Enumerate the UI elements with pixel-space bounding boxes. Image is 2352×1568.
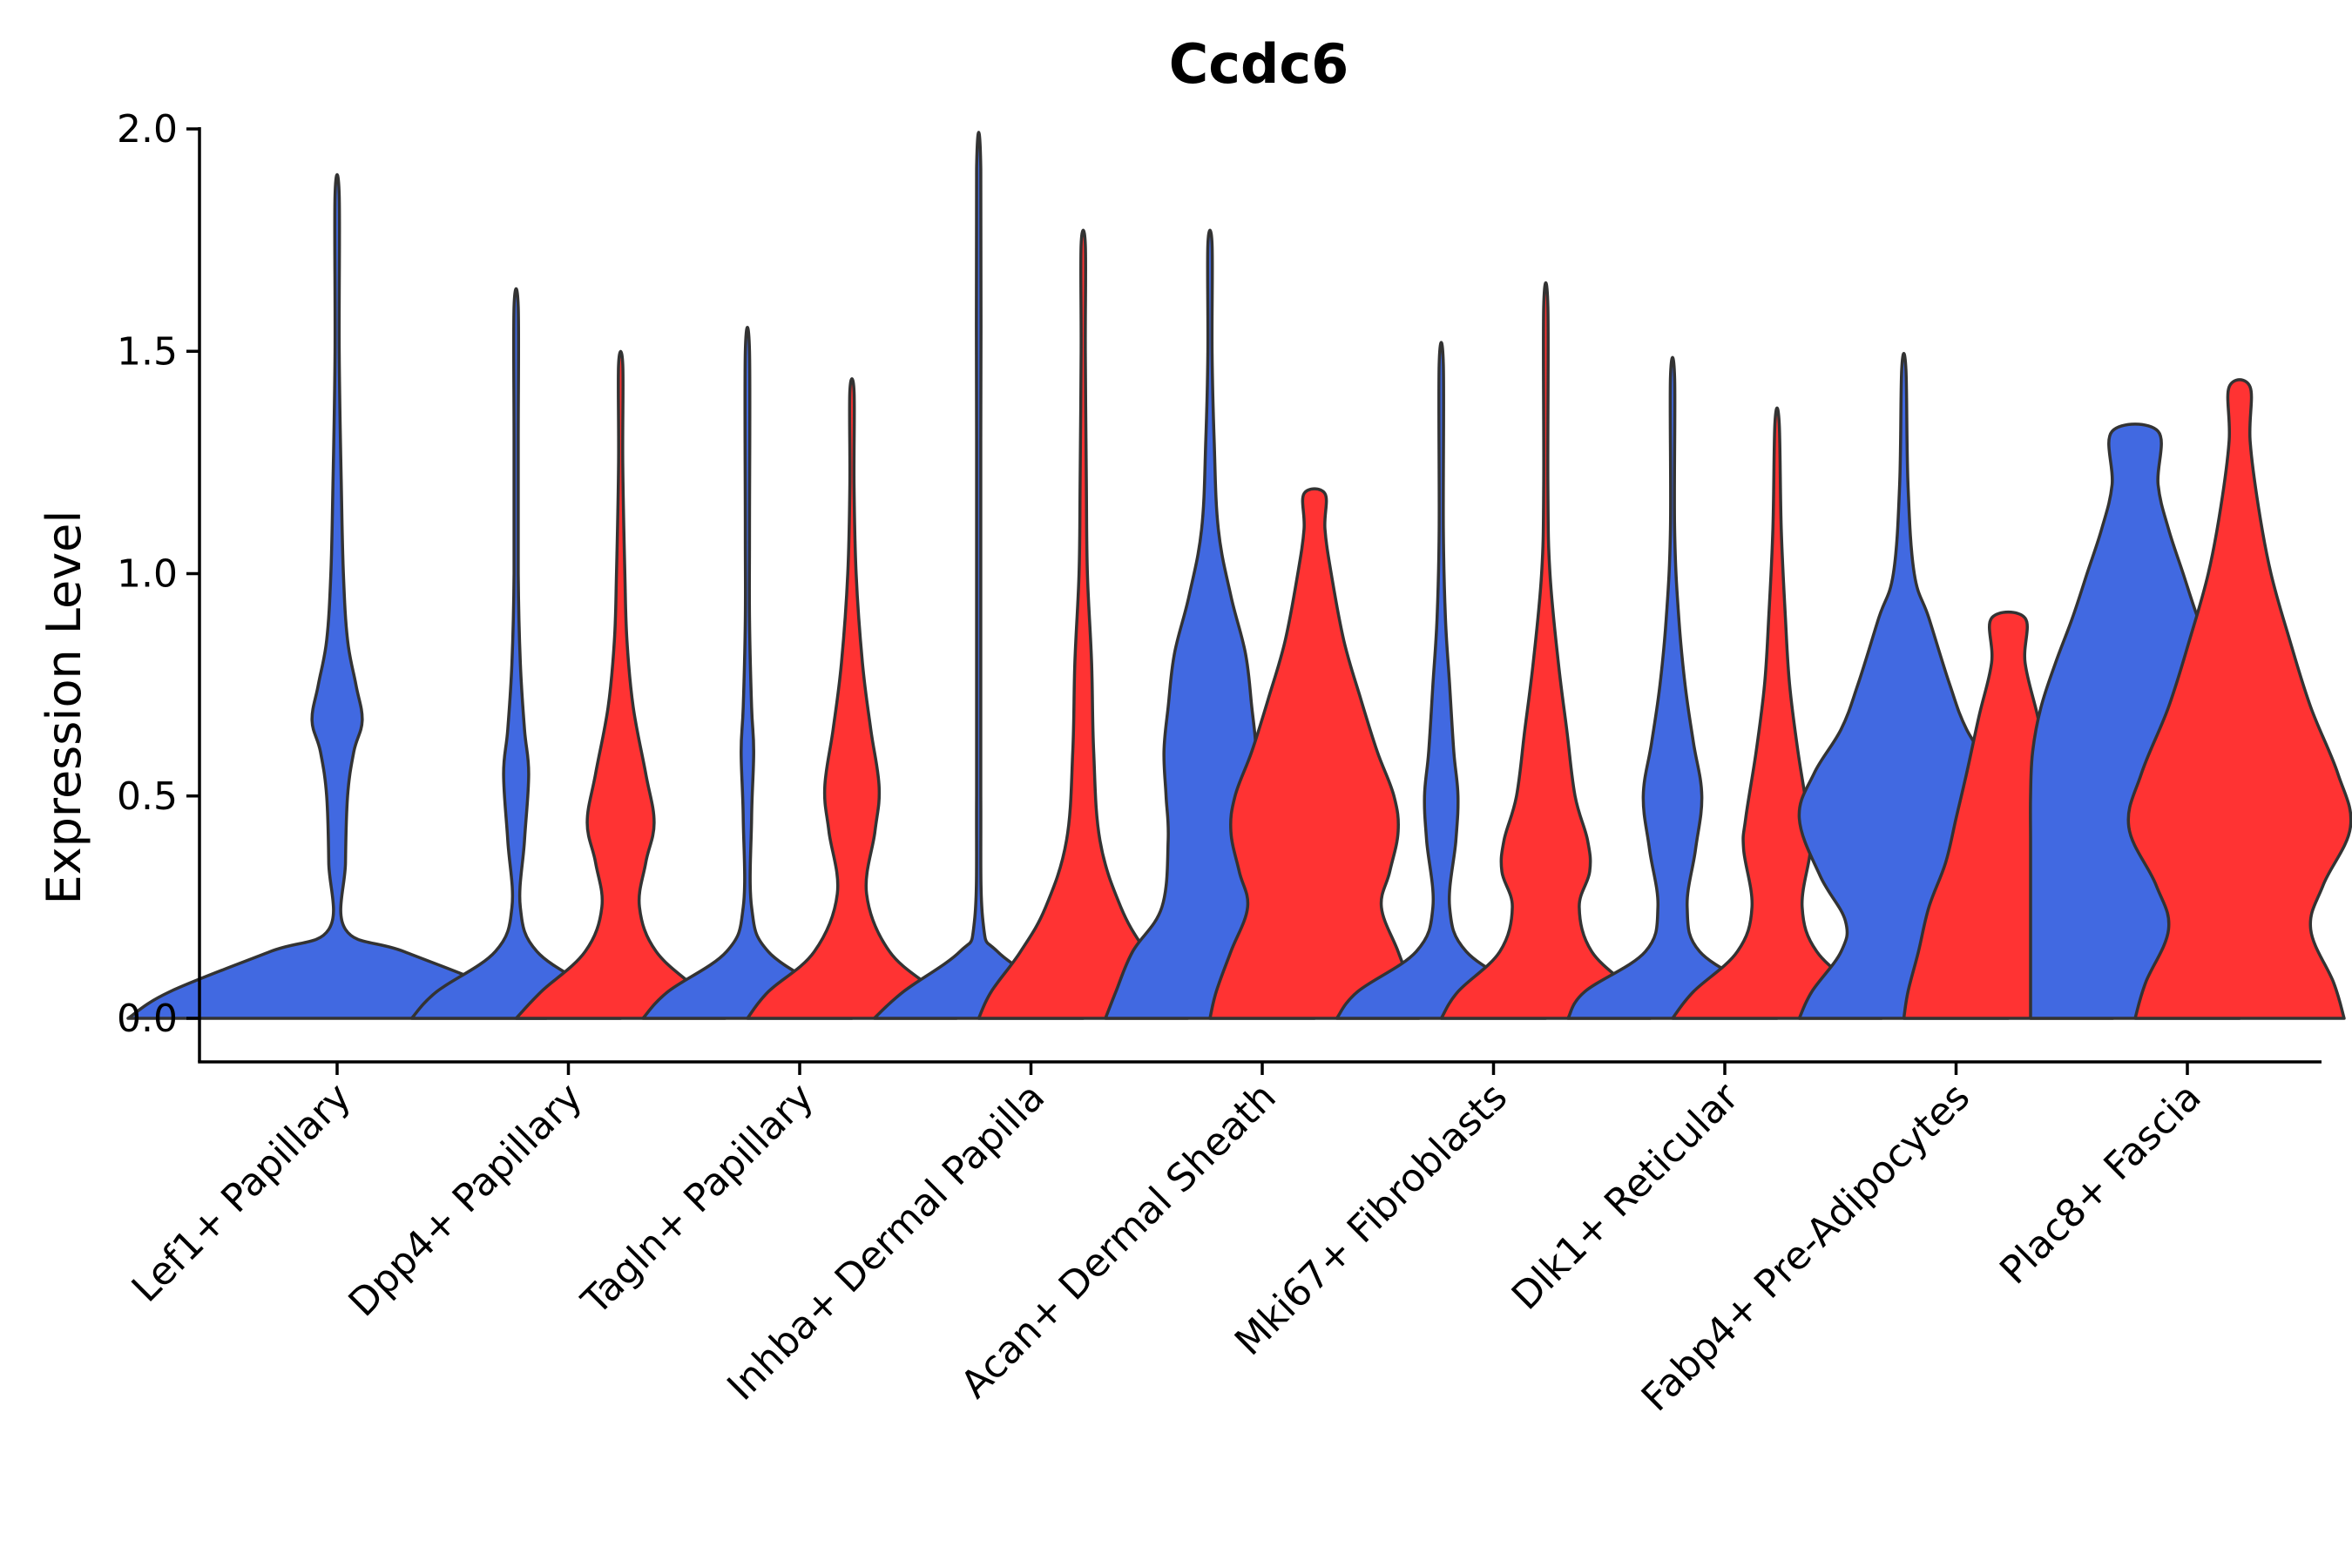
violin-red	[1439, 281, 1652, 1020]
y-axis-label: Expression Level	[37, 510, 91, 905]
y-tick-label: 0.0	[117, 997, 178, 1041]
violin-layer	[126, 131, 2352, 1020]
violin-blue	[409, 287, 623, 1020]
x-tick-label: Plac8+ Fascia	[1991, 1075, 2210, 1294]
axes	[198, 127, 2322, 1064]
x-tick-label: Lef1+ Papillary	[124, 1075, 360, 1311]
violin-red	[514, 349, 727, 1020]
violin-red	[1671, 406, 1883, 1020]
violin-blue	[641, 326, 854, 1020]
x-tick-label: Dlk1+ Reticular	[1504, 1074, 1748, 1319]
x-tick-label: Dpp4+ Papillary	[341, 1075, 591, 1326]
violin-red	[1208, 487, 1421, 1020]
violin-blue	[1566, 355, 1779, 1020]
y-tick-label: 1.5	[117, 329, 178, 374]
y-tick-label: 2.0	[117, 107, 178, 152]
violin-blue	[126, 172, 548, 1020]
violin-blue	[872, 131, 1085, 1020]
violin-red	[2126, 378, 2352, 1020]
y-tick-label: 1.0	[117, 552, 178, 597]
violin-red	[977, 228, 1190, 1020]
violin-blue	[1335, 341, 1548, 1020]
chart-title: Ccdc6	[1169, 32, 1349, 96]
violin-red	[746, 376, 958, 1020]
x-tick-label: Tagln+ Papillary	[573, 1075, 822, 1324]
y-ticks: 0.0 0.5 1.0 1.5 2.0	[117, 107, 199, 1041]
y-tick-label: 0.5	[117, 774, 178, 819]
